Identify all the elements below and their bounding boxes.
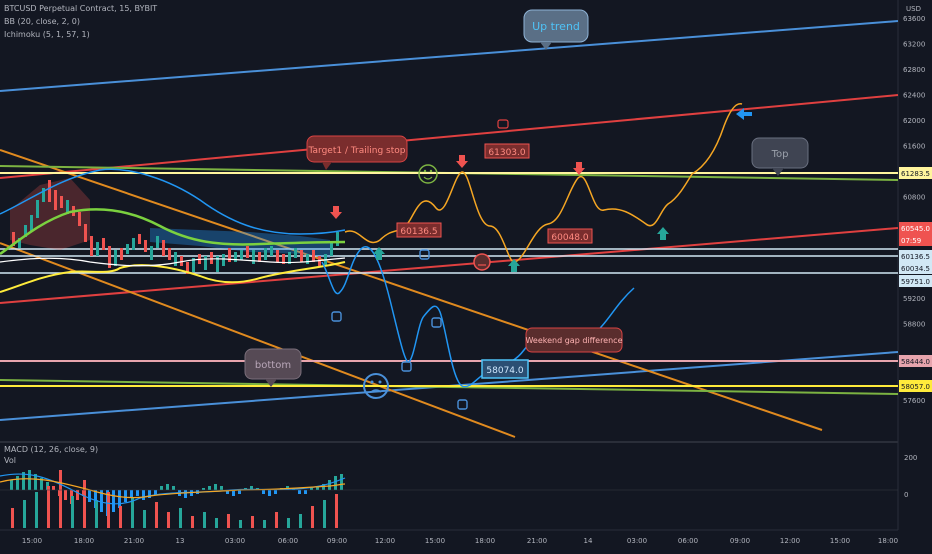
bb-indicator-label[interactable]: BB (20, close, 2, 0): [4, 17, 80, 26]
price-callout-61303[interactable]: 61303.0: [484, 143, 530, 159]
price-tick-label: 62800: [903, 66, 925, 74]
svg-text:58444.0: 58444.0: [901, 358, 930, 366]
top-callout[interactable]: Top: [751, 137, 809, 176]
time-tick-label: 09:00: [730, 537, 750, 545]
descending-orange-line-1[interactable]: [0, 149, 823, 431]
time-tick-label: 15:00: [830, 537, 850, 545]
lower-red-channel-line[interactable]: [0, 227, 899, 304]
time-tick-label: 03:00: [627, 537, 647, 545]
candles[interactable]: [12, 180, 339, 274]
price-callout-60136[interactable]: 60136.5: [396, 222, 442, 238]
svg-text:07:59: 07:59: [901, 237, 921, 245]
time-tick-label: 14: [584, 537, 593, 545]
macd-tick-label: 200: [904, 454, 917, 462]
time-axis[interactable]: 15:00 18:00 21:00 13 03:00 06:00 09:00 12:00 15:…: [22, 537, 898, 545]
descending-orange-line-2[interactable]: [0, 242, 516, 438]
up-trend-line[interactable]: [0, 20, 899, 92]
up-trend-label: Up trend: [532, 20, 580, 33]
ichimoku-lead-line: [0, 257, 346, 267]
svg-text:60136.5: 60136.5: [901, 253, 930, 261]
price-tick-label: 58800: [903, 321, 925, 329]
svg-text:60136.5: 60136.5: [400, 227, 437, 237]
time-tick-label: 18:00: [475, 537, 495, 545]
price-badge: 60034.5: [899, 262, 932, 274]
volume-bars[interactable]: [11, 470, 338, 528]
bb-lower-band: [0, 261, 346, 293]
svg-text:60048.0: 60048.0: [551, 233, 588, 243]
price-tick-label: 63200: [903, 40, 925, 48]
price-badge: 60545.0: [899, 222, 932, 234]
price-badges: 61283.5 60545.0 07:59 60136.5 60034.5 59751.0…: [899, 167, 932, 392]
hand-pointer-icons: [331, 249, 468, 410]
bottom-callout[interactable]: bottom: [244, 348, 302, 387]
ichimoku-indicator-label[interactable]: Ichimoku (5, 1, 57, 1): [4, 30, 90, 39]
bear-icon: [497, 119, 509, 129]
price-badge: 61283.5: [899, 167, 932, 179]
left-arrow-marker-icon: [736, 108, 752, 120]
svg-text:61283.5: 61283.5: [901, 170, 930, 178]
price-tick-label: 62000: [903, 117, 925, 125]
weekend-gap-callout[interactable]: Weekend gap difference: [525, 327, 623, 353]
price-tick-label: 59200: [903, 295, 925, 303]
currency-label: USD: [906, 5, 921, 13]
time-tick-label: 18:00: [74, 537, 94, 545]
time-tick-label: 12:00: [780, 537, 800, 545]
price-badge: 58057.0: [899, 380, 932, 392]
time-tick-label: 21:00: [527, 537, 547, 545]
up-arrow-markers: [373, 227, 669, 272]
time-tick-label: 13: [176, 537, 185, 545]
svg-text:58057.0: 58057.0: [901, 383, 930, 391]
sad-face-icon: [363, 373, 389, 399]
orange-projection-path[interactable]: [344, 102, 743, 263]
neutral-face-icon: [473, 253, 491, 271]
price-badge: 60136.5: [899, 250, 932, 262]
vol-indicator-label[interactable]: Vol: [4, 456, 16, 465]
up-trend-callout[interactable]: Up trend: [523, 9, 589, 50]
macd-axis: 2000: [904, 454, 917, 499]
bottom-label: bottom: [255, 360, 291, 371]
svg-text:58074.0: 58074.0: [486, 366, 523, 376]
top-label: Top: [771, 149, 789, 160]
price-callout-60048[interactable]: 60048.0: [547, 228, 593, 244]
svg-text:61303.0: 61303.0: [488, 148, 525, 158]
target-callout[interactable]: Target1 / Trailing stop: [306, 135, 408, 170]
macd-signal-line: [0, 478, 346, 499]
price-tick-label: 57600: [903, 397, 925, 405]
time-tick-label: 12:00: [375, 537, 395, 545]
time-tick-label: 18:00: [878, 537, 898, 545]
time-tick-label: 15:00: [425, 537, 445, 545]
svg-text:60034.5: 60034.5: [901, 265, 930, 273]
price-axis[interactable]: 63600 63200 62800 62400 62000 61600 60800 59200…: [903, 15, 925, 405]
price-badge: 58444.0: [899, 355, 932, 367]
down-arrow-markers: [330, 155, 585, 219]
price-tick-label: 62400: [903, 91, 925, 99]
price-tick-label: 60800: [903, 193, 925, 201]
time-tick-label: 15:00: [22, 537, 42, 545]
ichimoku-cloud: [150, 228, 330, 258]
price-tick-label: 61600: [903, 142, 925, 150]
macd-indicator-label[interactable]: MACD (12, 26, close, 9): [4, 445, 99, 454]
weekend-gap-label: Weekend gap difference: [525, 336, 622, 345]
price-badge: 07:59: [899, 234, 932, 246]
price-badge: 59751.0: [899, 275, 932, 287]
svg-text:59751.0: 59751.0: [901, 278, 930, 286]
smile-face-icon: [418, 164, 438, 184]
svg-text:60545.0: 60545.0: [901, 225, 930, 233]
bb-basis-line: [0, 208, 346, 256]
bb-upper-band: [0, 168, 346, 235]
time-tick-label: 06:00: [678, 537, 698, 545]
time-tick-label: 09:00: [327, 537, 347, 545]
price-callout-58074[interactable]: 58074.0: [481, 359, 529, 379]
macd-tick-label: 0: [904, 491, 908, 499]
upper-red-channel-line[interactable]: [0, 94, 899, 179]
time-tick-label: 06:00: [278, 537, 298, 545]
symbol-info[interactable]: BTCUSD Perpetual Contract, 15, BYBIT: [4, 4, 158, 13]
price-tick-label: 63600: [903, 15, 925, 23]
target-label: Target1 / Trailing stop: [308, 146, 406, 156]
time-tick-label: 03:00: [225, 537, 245, 545]
time-tick-label: 21:00: [124, 537, 144, 545]
